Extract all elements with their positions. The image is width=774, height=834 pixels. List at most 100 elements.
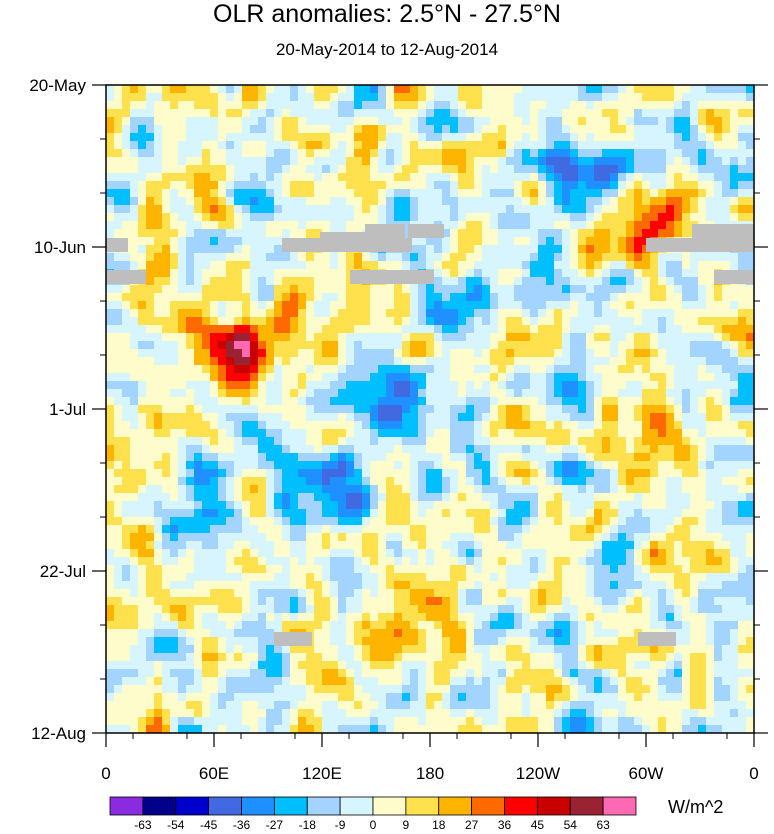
- field-cell: [154, 253, 163, 262]
- field-cell: [714, 101, 723, 110]
- field-cell: [154, 213, 163, 222]
- field-cell: [426, 301, 435, 310]
- field-cell: [338, 429, 347, 438]
- field-cell: [658, 205, 667, 214]
- field-cell: [594, 269, 603, 278]
- field-cell: [194, 557, 203, 566]
- field-cell: [650, 533, 659, 542]
- field-cell: [210, 261, 219, 270]
- field-cell: [154, 437, 163, 446]
- field-cell: [130, 445, 139, 454]
- field-cell: [490, 325, 499, 334]
- field-cell: [266, 557, 275, 566]
- field-cell: [370, 413, 379, 422]
- field-cell: [442, 357, 451, 366]
- field-cell: [290, 373, 299, 382]
- field-cell: [594, 469, 603, 478]
- field-cell: [338, 197, 347, 206]
- field-cell: [282, 357, 291, 366]
- field-cell: [522, 117, 531, 126]
- field-cell: [258, 437, 267, 446]
- field-cell: [426, 549, 435, 558]
- field-cell: [306, 293, 315, 302]
- field-cell: [554, 333, 563, 342]
- field-cell: [178, 269, 187, 278]
- field-cell: [250, 437, 259, 446]
- field-cell: [498, 245, 507, 254]
- field-cell: [546, 85, 555, 94]
- field-cell: [442, 541, 451, 550]
- field-cell: [346, 173, 355, 182]
- field-cell: [290, 429, 299, 438]
- field-cell: [354, 101, 363, 110]
- field-cell: [450, 173, 459, 182]
- field-cell: [346, 525, 355, 534]
- field-cell: [282, 477, 291, 486]
- field-cell: [682, 157, 691, 166]
- field-cell: [674, 469, 683, 478]
- field-cell: [466, 253, 475, 262]
- field-cell: [258, 341, 267, 350]
- field-cell: [282, 285, 291, 294]
- field-cell: [650, 509, 659, 518]
- field-cell: [674, 405, 683, 414]
- field-cell: [666, 437, 675, 446]
- field-cell: [722, 469, 731, 478]
- field-cell: [514, 197, 523, 206]
- field-cell: [274, 173, 283, 182]
- field-cell: [746, 109, 755, 118]
- field-cell: [466, 525, 475, 534]
- field-cell: [706, 117, 715, 126]
- field-cell: [106, 261, 115, 270]
- field-cell: [250, 349, 259, 358]
- field-cell: [402, 205, 411, 214]
- field-cell: [282, 277, 291, 286]
- field-cell: [706, 413, 715, 422]
- field-cell: [666, 309, 675, 318]
- field-cell: [306, 205, 315, 214]
- field-cell: [274, 397, 283, 406]
- field-cell: [730, 413, 739, 422]
- field-cell: [442, 333, 451, 342]
- field-cell: [402, 141, 411, 150]
- field-cell: [218, 509, 227, 518]
- field-cell: [242, 517, 251, 526]
- field-cell: [186, 549, 195, 558]
- field-cell: [602, 525, 611, 534]
- field-cell: [714, 469, 723, 478]
- field-cell: [402, 461, 411, 470]
- field-cell: [514, 269, 523, 278]
- field-cell: [266, 277, 275, 286]
- field-cell: [274, 141, 283, 150]
- field-cell: [546, 277, 555, 286]
- field-cell: [594, 509, 603, 518]
- field-cell: [314, 181, 323, 190]
- field-cell: [298, 149, 307, 158]
- field-cell: [658, 285, 667, 294]
- field-cell: [210, 245, 219, 254]
- field-cell: [650, 117, 659, 126]
- field-cell: [426, 533, 435, 542]
- field-cell: [202, 333, 211, 342]
- field-cell: [458, 189, 467, 198]
- field-cell: [586, 525, 595, 534]
- field-cell: [386, 365, 395, 374]
- field-cell: [626, 485, 635, 494]
- field-cell: [626, 541, 635, 550]
- field-cell: [730, 165, 739, 174]
- field-cell: [490, 133, 499, 142]
- field-cell: [402, 477, 411, 486]
- field-cell: [498, 517, 507, 526]
- field-cell: [658, 525, 667, 534]
- field-cell: [666, 389, 675, 398]
- field-cell: [546, 485, 555, 494]
- field-cell: [658, 309, 667, 318]
- field-cell: [298, 437, 307, 446]
- field-cell: [602, 165, 611, 174]
- field-cell: [266, 501, 275, 510]
- field-cell: [162, 173, 171, 182]
- field-cell: [306, 213, 315, 222]
- field-cell: [650, 445, 659, 454]
- field-cell: [298, 269, 307, 278]
- field-cell: [298, 253, 307, 262]
